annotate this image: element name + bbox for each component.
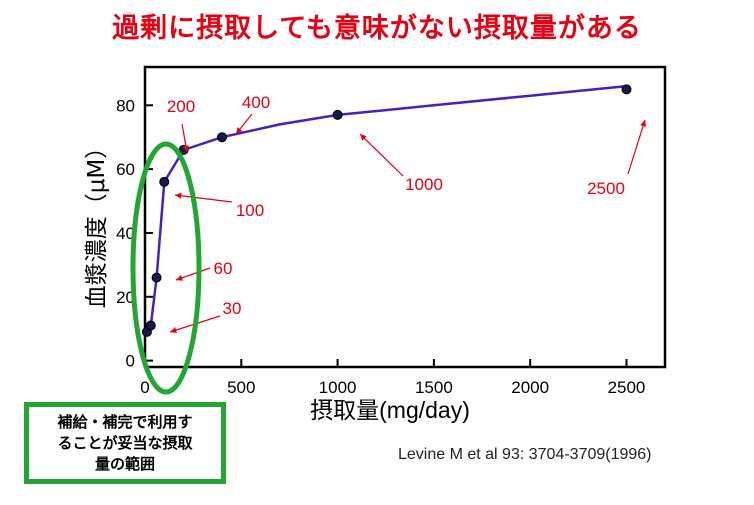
annotation-label: 400 [242,93,270,112]
annotation-arrowhead [640,120,647,127]
annotation-arrowhead [176,275,183,281]
y-tick-label: 60 [116,160,135,179]
x-tick-label: 1500 [415,378,453,397]
data-point [145,320,156,331]
data-point [151,272,162,283]
x-axis-label: 摂取量(mg/day) [310,397,470,423]
annotation-label: 100 [236,201,264,220]
plot-frame [143,65,667,369]
citation: Levine M et al 93: 3704-3709(1996) [398,446,652,463]
annotation-label: 2500 [587,179,625,198]
x-tick-label: 500 [227,378,255,397]
data-point [217,132,228,143]
page-title: 過剰に摂取しても意味がない摂取量がある [112,13,642,44]
annotation-label: 60 [214,259,233,278]
annotation-arrowhead [175,192,182,199]
annotation-label: 1000 [405,175,443,194]
annotation-arrowhead [360,134,367,141]
y-tick-label: 0 [126,352,135,371]
note-box: 補給・補完で利用す ることが妥当な摂取 量の範囲 [24,402,226,484]
y-tick-label: 20 [116,288,135,307]
annotation-label: 200 [167,97,195,116]
annotation-label: 30 [223,299,242,318]
y-axis-label: 血漿濃度（μM） [84,136,110,308]
x-tick-label: 2000 [511,378,549,397]
y-tick-label: 80 [116,96,135,115]
annotation-arrow [627,119,646,175]
annotation-arrowhead [170,327,177,333]
annotation-arrowhead [236,127,243,134]
data-point [332,109,343,120]
data-point [621,84,632,95]
data-point [159,176,170,187]
note-text: 補給・補完で利用す ることが妥当な摂取 量の範囲 [57,412,193,473]
annotation-arrow [174,194,233,203]
x-tick-label: 2500 [608,378,646,397]
x-axis: 0 500 1000 1500 2000 2500 [140,359,645,397]
highlight-ellipse [130,141,202,395]
series-line [145,84,627,333]
annotation-arrow [359,133,404,177]
x-tick-label: 0 [140,378,149,397]
annotation-arrowhead [182,145,189,152]
annotation-labels: 30 60 100 200 400 1000 2500 [167,93,625,318]
x-tick-label: 1000 [319,378,357,397]
data-points [141,84,632,337]
y-tick-label: 40 [116,224,135,243]
